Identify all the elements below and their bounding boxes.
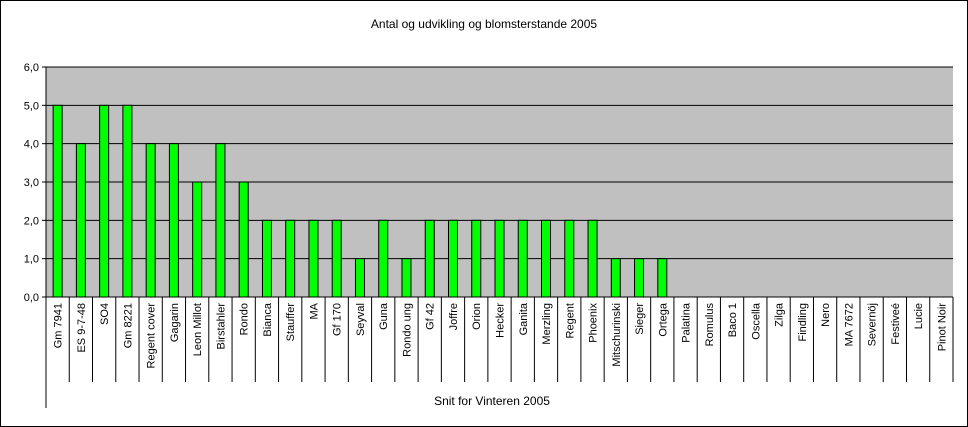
x-tick-label: Guna	[378, 302, 390, 330]
bar	[354, 258, 365, 298]
bar	[517, 219, 528, 298]
x-tick-label: Romulus	[704, 303, 716, 347]
bar	[261, 219, 272, 298]
x-axis-label: Snit for Vinteren 2005	[434, 394, 550, 408]
x-tick-label: Lucie	[913, 303, 925, 329]
x-tick-label: Mitschurinski	[611, 303, 623, 367]
x-tick-label: Zilga	[774, 302, 786, 327]
bar	[122, 104, 133, 298]
y-tick-label: 4,0	[24, 139, 39, 151]
x-tick-label: Severnöj	[867, 303, 879, 346]
bar	[541, 219, 552, 298]
x-tick-label: Gf 170	[332, 303, 344, 336]
bar	[75, 143, 86, 298]
y-tick-label: 1,0	[24, 254, 39, 266]
bar	[494, 219, 505, 298]
x-tick-label: Birstahler	[215, 303, 227, 350]
bar	[52, 104, 63, 298]
x-tick-label: SO4	[99, 303, 111, 325]
bar	[285, 219, 296, 298]
bar	[238, 181, 249, 298]
bar	[378, 219, 389, 298]
y-tick-label: 2,0	[24, 215, 39, 227]
x-tick-label: Gm 7941	[53, 303, 65, 348]
x-tick-label: Baco 1	[727, 303, 739, 337]
x-axis: Gm 7941 ES 9-7-48 SO4 Gm 8221 Regent cover Ga…	[45, 296, 954, 408]
x-tick-label: Nero	[820, 303, 832, 327]
y-axis: 0,0 1,0 2,0 3,0 4,0 5,0 6,0	[24, 62, 47, 304]
x-tick-label: Orion	[471, 303, 483, 330]
x-tick-label: Gagarin	[169, 303, 181, 342]
x-tick-label: Leon Millot	[192, 303, 204, 356]
x-tick-label: Rondo ung	[401, 303, 413, 357]
y-tick-label: 3,0	[24, 177, 39, 189]
y-tick-label: 5,0	[24, 100, 39, 112]
bar	[308, 219, 319, 298]
bar	[215, 143, 226, 298]
x-tick-label: Gm 8221	[122, 303, 134, 348]
x-tick-label: Merzling	[541, 303, 553, 345]
bar	[610, 258, 621, 298]
bar	[587, 219, 598, 298]
x-tick-label: MA 7672	[843, 303, 855, 346]
x-tick-label: Regent	[564, 303, 576, 338]
y-tick-label: 0,0	[24, 292, 39, 304]
bar	[564, 219, 575, 298]
bar	[424, 219, 435, 298]
x-tick-label: Rondo	[239, 303, 251, 335]
bar	[192, 181, 203, 298]
bar	[634, 258, 645, 298]
x-tick-label: Regent cover	[146, 303, 158, 369]
bar	[401, 258, 412, 298]
chart-title: Antal og udvikling og blomsterstande 200…	[371, 17, 597, 31]
bar	[331, 219, 342, 298]
x-tick-label: Hecker	[495, 303, 507, 338]
bar	[145, 143, 156, 298]
x-tick-label: Oscella	[750, 302, 762, 340]
x-tick-label: MA	[308, 302, 320, 319]
bars	[52, 104, 668, 298]
x-tick-label: Ganita	[518, 302, 530, 335]
bar	[447, 219, 458, 298]
x-tick-label: Bianca	[262, 302, 274, 337]
y-tick-label: 6,0	[24, 62, 39, 74]
x-tick-label: ES 9-7-48	[76, 303, 88, 353]
x-tick-label: Stauffer	[285, 303, 297, 342]
x-tick-label: Ortega	[657, 302, 669, 337]
x-tick-label: Phoenix	[588, 303, 600, 343]
x-tick-label: Joffre	[448, 303, 460, 330]
x-tick-label: Findling	[797, 303, 809, 342]
bar	[471, 219, 482, 298]
bar	[168, 143, 179, 298]
x-tick-label: Seyval	[355, 303, 367, 336]
x-tick-label: Gf 42	[425, 303, 437, 330]
x-tick-label: Palatina	[681, 302, 693, 343]
x-tick-label: Sieger	[634, 303, 646, 335]
bar	[99, 104, 110, 298]
x-tick-label: Festiveé	[890, 303, 902, 345]
x-tick-label: Pinot Noir	[936, 303, 948, 352]
bar	[657, 258, 668, 298]
